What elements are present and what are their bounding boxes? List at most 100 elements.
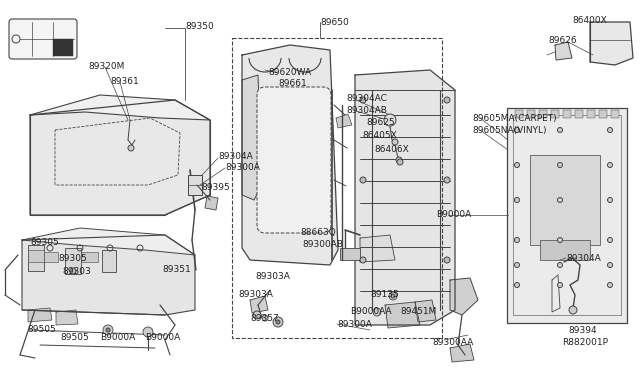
- Polygon shape: [590, 22, 633, 65]
- Polygon shape: [30, 100, 210, 215]
- Polygon shape: [250, 296, 268, 313]
- Text: 89605NA(VINYL): 89605NA(VINYL): [472, 126, 547, 135]
- Text: 88663Q: 88663Q: [300, 228, 336, 237]
- Text: B9000AA: B9000AA: [350, 307, 392, 316]
- Circle shape: [515, 263, 520, 267]
- Bar: [102, 250, 116, 272]
- Circle shape: [607, 237, 612, 243]
- Circle shape: [396, 157, 402, 163]
- Text: 89304AC: 89304AC: [346, 94, 387, 103]
- Circle shape: [515, 198, 520, 202]
- Circle shape: [607, 263, 612, 267]
- Text: 86400X: 86400X: [572, 16, 607, 25]
- Circle shape: [389, 292, 397, 300]
- Bar: [587, 110, 595, 118]
- Bar: [340, 248, 360, 260]
- Text: 89303: 89303: [62, 267, 91, 276]
- Text: 89625: 89625: [366, 118, 395, 127]
- Circle shape: [253, 311, 261, 319]
- Circle shape: [515, 128, 520, 132]
- Circle shape: [128, 145, 134, 151]
- Text: 89351: 89351: [162, 265, 191, 274]
- Circle shape: [262, 315, 268, 321]
- Bar: [530, 155, 600, 245]
- Text: 89304A: 89304A: [566, 254, 601, 263]
- Bar: [65, 248, 81, 274]
- Polygon shape: [56, 310, 78, 325]
- Text: 89305: 89305: [30, 238, 59, 247]
- Polygon shape: [28, 308, 52, 322]
- Polygon shape: [205, 196, 218, 210]
- Circle shape: [607, 198, 612, 202]
- Bar: [28, 245, 44, 271]
- Text: 89300AA: 89300AA: [432, 338, 473, 347]
- Circle shape: [557, 163, 563, 167]
- Circle shape: [12, 35, 20, 43]
- Text: 89505: 89505: [60, 333, 89, 342]
- Circle shape: [607, 163, 612, 167]
- Circle shape: [444, 97, 450, 103]
- Circle shape: [444, 257, 450, 263]
- Text: 89304AB: 89304AB: [346, 106, 387, 115]
- Circle shape: [607, 128, 612, 132]
- Text: 89620WA: 89620WA: [268, 68, 311, 77]
- Text: 89300A: 89300A: [225, 163, 260, 172]
- Circle shape: [557, 128, 563, 132]
- Circle shape: [557, 282, 563, 288]
- Circle shape: [515, 237, 520, 243]
- Bar: [53, 39, 73, 56]
- Polygon shape: [355, 70, 455, 325]
- FancyBboxPatch shape: [257, 87, 331, 233]
- Bar: [232, 38, 442, 338]
- Circle shape: [444, 177, 450, 183]
- Polygon shape: [30, 95, 210, 120]
- Circle shape: [273, 317, 283, 327]
- Circle shape: [557, 198, 563, 202]
- Text: 89320M: 89320M: [88, 62, 124, 71]
- FancyBboxPatch shape: [9, 19, 77, 59]
- Bar: [551, 110, 559, 118]
- Text: B9000A: B9000A: [100, 333, 135, 342]
- Circle shape: [569, 306, 577, 314]
- Text: R882001P: R882001P: [562, 338, 608, 347]
- Circle shape: [106, 328, 110, 332]
- Polygon shape: [336, 114, 352, 128]
- Text: 89303A: 89303A: [255, 272, 290, 281]
- Bar: [540, 240, 590, 260]
- Polygon shape: [360, 235, 395, 262]
- Text: 89661: 89661: [278, 79, 307, 88]
- Polygon shape: [385, 302, 420, 328]
- Text: B9000A: B9000A: [145, 333, 180, 342]
- Text: 89304A: 89304A: [218, 152, 253, 161]
- Text: 89305: 89305: [58, 254, 87, 263]
- Text: 89135: 89135: [370, 290, 399, 299]
- Circle shape: [557, 263, 563, 267]
- Text: 89350: 89350: [185, 22, 214, 31]
- Circle shape: [607, 282, 612, 288]
- Circle shape: [143, 327, 153, 337]
- Text: 86406X: 86406X: [374, 145, 409, 154]
- Polygon shape: [450, 344, 474, 362]
- Text: 89451M: 89451M: [400, 307, 436, 316]
- Circle shape: [373, 308, 381, 316]
- Text: 89650: 89650: [320, 18, 349, 27]
- Text: 89357: 89357: [250, 314, 279, 323]
- Circle shape: [360, 177, 366, 183]
- Circle shape: [557, 237, 563, 243]
- Circle shape: [103, 325, 113, 335]
- Circle shape: [392, 139, 398, 145]
- Bar: [599, 110, 607, 118]
- Text: B9000A: B9000A: [436, 210, 471, 219]
- Text: 89300A: 89300A: [337, 320, 372, 329]
- Bar: [28, 250, 44, 262]
- Text: 86405X: 86405X: [362, 131, 397, 140]
- Text: 89300AB: 89300AB: [302, 240, 343, 249]
- Text: 89395: 89395: [201, 183, 230, 192]
- Bar: [527, 110, 535, 118]
- Polygon shape: [415, 300, 436, 322]
- Text: 89505: 89505: [27, 325, 56, 334]
- Bar: [507, 108, 627, 323]
- Text: 89394: 89394: [568, 326, 596, 335]
- Text: 89605MA(CARPET): 89605MA(CARPET): [472, 114, 557, 123]
- Bar: [563, 110, 571, 118]
